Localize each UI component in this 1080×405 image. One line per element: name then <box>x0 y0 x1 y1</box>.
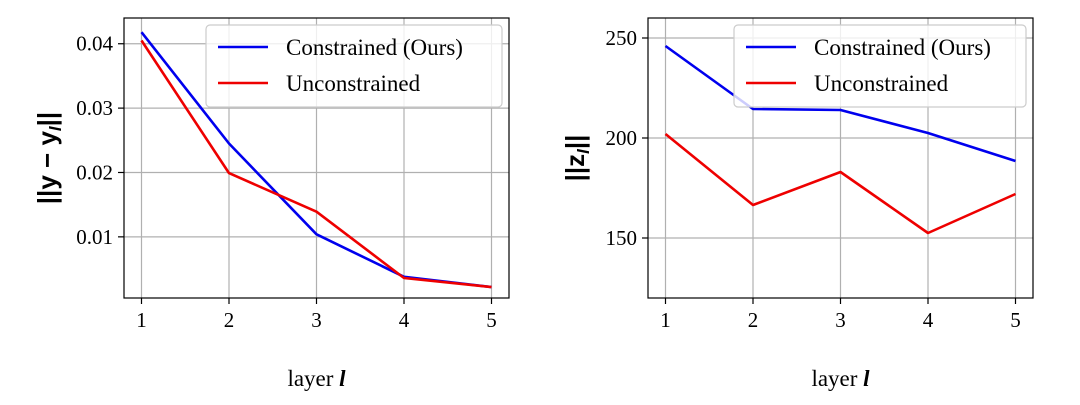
left-legend-label-constrained: Constrained (Ours) <box>286 35 463 60</box>
right-x-tick-label: 3 <box>835 308 846 332</box>
right-series-line-unconstrained <box>664 132 1017 235</box>
right-y-axis-label: ||zl|| <box>560 135 593 182</box>
left-x-tick-label: 5 <box>486 308 497 332</box>
left-x-tick-label: 2 <box>224 308 235 332</box>
right-y-tick-label: 150 <box>606 226 638 250</box>
left-y-tick-label: 0.04 <box>76 32 113 56</box>
right-y-tick-label: 250 <box>606 26 638 50</box>
right-legend: Constrained (Ours) Unconstrained <box>733 24 1027 108</box>
right-y-tick-label: 200 <box>606 126 638 150</box>
right-x-tick-label: 1 <box>660 308 671 332</box>
right-legend-label-constrained: Constrained (Ours) <box>814 35 991 60</box>
left-ticks: 1 2 3 4 5 0.01 0.02 0.03 0.04 <box>76 32 497 332</box>
left-x-tick-label: 1 <box>136 308 147 332</box>
left-x-axis-label: layer l <box>287 366 346 391</box>
left-y-tick-label: 0.02 <box>76 160 113 184</box>
left-legend-label-unconstrained: Unconstrained <box>286 71 421 96</box>
right-x-tick-label: 5 <box>1010 308 1021 332</box>
right-ticks: 1 2 3 4 5 150 200 250 <box>606 26 1021 332</box>
left-series <box>140 31 492 289</box>
right-series <box>664 44 1017 235</box>
left-series-line-unconstrained <box>140 39 492 289</box>
left-legend: Constrained (Ours) Unconstrained <box>205 24 503 108</box>
left-x-tick-label: 3 <box>311 308 322 332</box>
left-chart-panel: 1 2 3 4 5 0.01 0.02 0.03 0.04 Constrained (Ours)… <box>32 17 510 391</box>
left-legend-box <box>205 24 503 108</box>
right-legend-box <box>733 24 1027 108</box>
right-x-tick-label: 4 <box>923 308 934 332</box>
left-x-tick-label: 4 <box>399 308 410 332</box>
right-legend-label-unconstrained: Unconstrained <box>814 71 949 96</box>
right-x-axis-label: layer l <box>811 366 870 391</box>
right-series-line-constrained <box>664 44 1016 163</box>
left-y-axis-label: ||y − yl|| <box>32 112 65 204</box>
right-x-tick-label: 2 <box>748 308 759 332</box>
left-y-tick-label: 0.03 <box>76 96 113 120</box>
right-chart-panel: 1 2 3 4 5 150 200 250 Constrained (Ours) Unconst… <box>560 17 1034 391</box>
left-y-tick-label: 0.01 <box>76 225 113 249</box>
